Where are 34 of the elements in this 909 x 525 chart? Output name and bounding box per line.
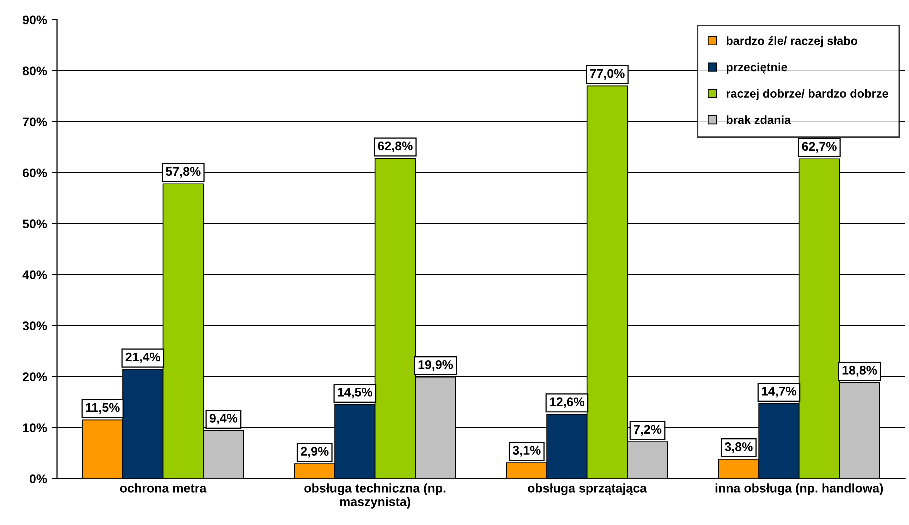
y-tick-label: 20% <box>22 372 48 382</box>
y-tick-label: 0% <box>30 474 48 484</box>
x-tick-label: obsługa sprzątająca <box>528 484 648 496</box>
data-label: 12,6% <box>550 398 585 408</box>
data-label: 9,4% <box>210 414 238 425</box>
y-tick-label: 90% <box>22 16 48 25</box>
y-tick-label: 50% <box>22 220 48 229</box>
y-tick-label: 30% <box>22 322 48 331</box>
data-label: 19,9% <box>418 360 454 372</box>
data-label: 14,7% <box>762 387 797 398</box>
y-tick-label: 70% <box>23 118 48 127</box>
data-label: 57,8% <box>166 167 201 178</box>
data-label: 3,1% <box>512 446 541 457</box>
data-label: 21,4% <box>126 352 161 364</box>
x-tick-label: ochrona metra <box>120 484 207 493</box>
data-label: 62,7% <box>802 142 837 153</box>
x-tick-label: obsługa techniczna (np. maszynista) <box>304 484 446 509</box>
y-tick-label: 40% <box>22 270 48 280</box>
legend-label: przeciętnie <box>726 62 788 74</box>
y-tick-label: 10% <box>23 424 48 432</box>
legend-label: bardzo źle/ raczej słabo <box>726 36 858 48</box>
data-label: 77,0% <box>590 69 625 80</box>
data-label: 3,8% <box>724 442 753 454</box>
data-label: 18,8% <box>842 366 878 377</box>
y-tick-label: 60% <box>22 168 48 178</box>
data-label: 7,2% <box>634 425 662 436</box>
data-label: 62,8% <box>378 142 413 152</box>
y-tick-label: 80% <box>22 66 48 76</box>
x-tick-label: inna obsługa (np. handlowa) <box>716 484 884 496</box>
legend-label: brak zdania <box>726 116 792 124</box>
data-label: 2,9% <box>301 447 329 458</box>
data-label: 14,5% <box>338 388 373 399</box>
legend-label: raczej dobrze/ bardzo dobrze <box>726 89 888 100</box>
data-label: 11,5% <box>86 403 120 414</box>
